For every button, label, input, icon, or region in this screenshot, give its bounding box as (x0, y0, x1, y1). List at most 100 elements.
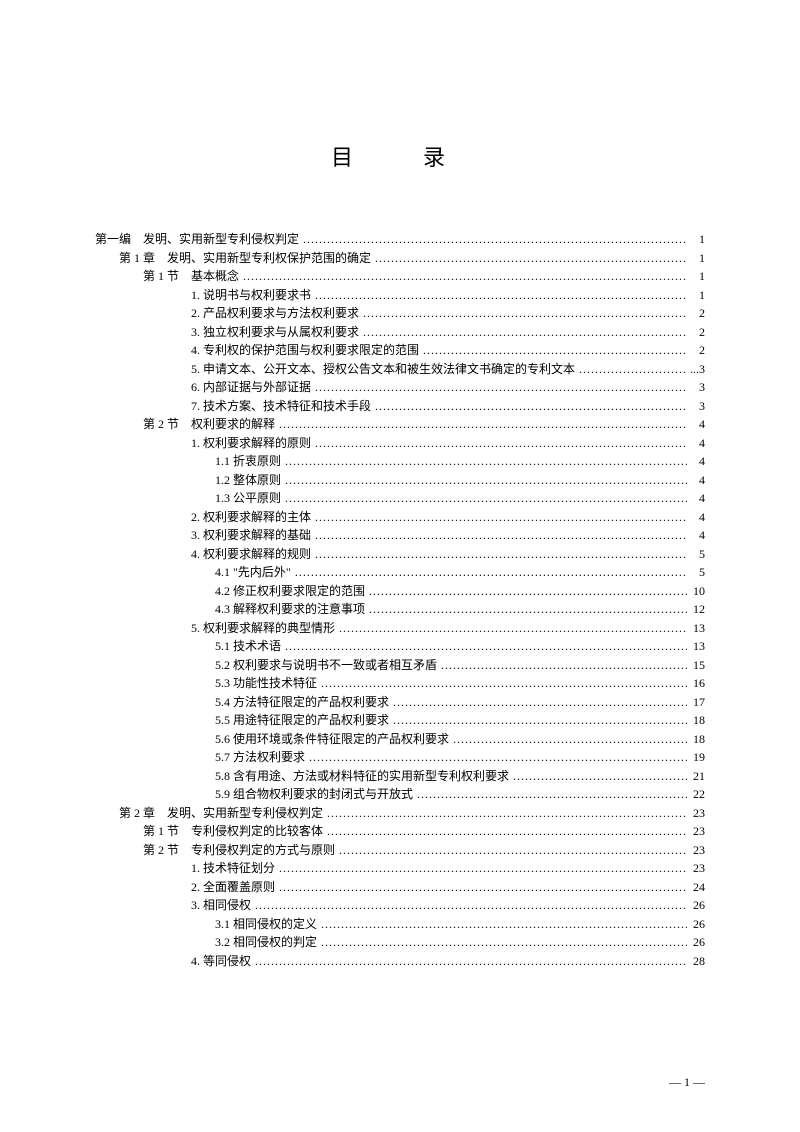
toc-leader-dots (275, 878, 687, 897)
toc-leader-dots (317, 915, 687, 934)
toc-entry-label: 6. 内部证据与外部证据 (191, 378, 311, 397)
toc-entry: 1.1 折衷原则4 (95, 452, 705, 471)
toc-entry-page: ...3 (687, 360, 705, 379)
toc-entry-label: 3.2 相同侵权的判定 (215, 933, 317, 952)
toc-entry: 6. 内部证据与外部证据3 (95, 378, 705, 397)
toc-entry: 5.7 方法权利要求19 (95, 748, 705, 767)
toc-leader-dots (365, 582, 687, 601)
toc-leader-dots (251, 896, 687, 915)
toc-entry: 4. 专利权的保护范围与权利要求限定的范围2 (95, 341, 705, 360)
toc-entry: 5.9 组合物权利要求的封闭式与开放式22 (95, 785, 705, 804)
toc-leader-dots (299, 230, 687, 249)
toc-entry: 3. 独立权利要求与从属权利要求2 (95, 323, 705, 342)
toc-entry: 5.8 含有用途、方法或材料特征的实用新型专利权利要求21 (95, 767, 705, 786)
document-title: 目 录 (95, 140, 705, 172)
toc-entry-page: 10 (687, 582, 705, 601)
toc-entry: 第 1 节 专利侵权判定的比较客体23 (95, 822, 705, 841)
toc-entry-page: 18 (687, 711, 705, 730)
toc-entry: 3. 相同侵权 26 (95, 896, 705, 915)
toc-leader-dots (413, 785, 687, 804)
toc-entry-label: 第一编 发明、实用新型专利侵权判定 (95, 230, 299, 249)
toc-entry-label: 1. 权利要求解释的原则 (191, 434, 311, 453)
toc-entry-label: 4.2 修正权利要求限定的范围 (215, 582, 365, 601)
toc-leader-dots (311, 378, 687, 397)
table-of-contents: 第一编 发明、实用新型专利侵权判定1第 1 章 发明、实用新型专利权保护范围的确… (95, 230, 705, 970)
toc-entry: 5.2 权利要求与说明书不一致或者相互矛盾15 (95, 656, 705, 675)
toc-entry-label: 4. 权利要求解释的规则 (191, 545, 311, 564)
toc-entry-label: 第 1 节 基本概念 (143, 267, 239, 286)
toc-entry-label: 4.1 "先内后外" (215, 563, 291, 582)
toc-entry-label: 5.3 功能性技术特征 (215, 674, 317, 693)
toc-entry-label: 1. 技术特征划分 (191, 859, 275, 878)
toc-leader-dots (281, 489, 687, 508)
toc-leader-dots (311, 508, 687, 527)
toc-entry-page: 24 (687, 878, 705, 897)
toc-leader-dots (291, 563, 687, 582)
toc-entry: 3. 权利要求解释的基础4 (95, 526, 705, 545)
toc-entry-page: 4 (687, 415, 705, 434)
toc-entry-label: 4. 专利权的保护范围与权利要求限定的范围 (191, 341, 419, 360)
toc-entry-label: 3. 相同侵权 (191, 896, 251, 915)
toc-leader-dots (437, 656, 687, 675)
toc-entry: 第 2 章 发明、实用新型专利侵权判定 23 (95, 804, 705, 823)
toc-entry: 1. 说明书与权利要求书1 (95, 286, 705, 305)
page-container: 目 录 第一编 发明、实用新型专利侵权判定1第 1 章 发明、实用新型专利权保护… (0, 0, 800, 1030)
toc-entry-page: 3 (687, 397, 705, 416)
toc-entry-page: 26 (687, 896, 705, 915)
toc-entry: 4. 等同侵权28 (95, 952, 705, 971)
toc-entry-page: 26 (687, 933, 705, 952)
toc-leader-dots (365, 600, 687, 619)
toc-entry-label: 7. 技术方案、技术特征和技术手段 (191, 397, 371, 416)
toc-entry-label: 第 2 章 发明、实用新型专利侵权判定 (119, 804, 323, 823)
toc-entry-label: 5.8 含有用途、方法或材料特征的实用新型专利权利要求 (215, 767, 509, 786)
toc-entry-label: 第 1 章 发明、实用新型专利权保护范围的确定 (119, 249, 371, 268)
toc-entry-page: 1 (687, 267, 705, 286)
toc-leader-dots (311, 286, 687, 305)
page-footer: — 1 — (669, 1075, 705, 1090)
toc-entry: 4.3 解释权利要求的注意事项 12 (95, 600, 705, 619)
toc-leader-dots (509, 767, 687, 786)
toc-leader-dots (281, 637, 687, 656)
toc-entry-label: 第 2 节 权利要求的解释 (143, 415, 275, 434)
toc-entry: 第 1 章 发明、实用新型专利权保护范围的确定1 (95, 249, 705, 268)
toc-entry: 3.1 相同侵权的定义26 (95, 915, 705, 934)
toc-entry-page: 4 (687, 434, 705, 453)
toc-entry-label: 5.7 方法权利要求 (215, 748, 305, 767)
toc-leader-dots (305, 748, 687, 767)
toc-entry-label: 5. 申请文本、公开文本、授权公告文本和被生效法律文书确定的专利文本 (191, 360, 575, 379)
toc-leader-dots (449, 730, 687, 749)
toc-entry-page: 2 (687, 304, 705, 323)
toc-entry-label: 1.2 整体原则 (215, 471, 281, 490)
toc-leader-dots (251, 952, 687, 971)
toc-entry: 第 2 节 专利侵权判定的方式与原则23 (95, 841, 705, 860)
toc-entry-label: 第 1 节 专利侵权判定的比较客体 (143, 822, 323, 841)
toc-leader-dots (317, 933, 687, 952)
toc-leader-dots (323, 804, 687, 823)
toc-entry-page: 4 (687, 526, 705, 545)
toc-entry-page: 23 (687, 804, 705, 823)
toc-entry: 5.3 功能性技术特征16 (95, 674, 705, 693)
toc-leader-dots (239, 267, 687, 286)
toc-entry: 1.2 整体原则 4 (95, 471, 705, 490)
toc-entry-label: 3.1 相同侵权的定义 (215, 915, 317, 934)
toc-entry-label: 1.3 公平原则 (215, 489, 281, 508)
toc-entry-label: 4.3 解释权利要求的注意事项 (215, 600, 365, 619)
toc-entry-label: 5. 权利要求解释的典型情形 (191, 619, 335, 638)
toc-leader-dots (575, 360, 687, 379)
toc-entry-page: 2 (687, 323, 705, 342)
toc-entry: 4.1 "先内后外" 5 (95, 563, 705, 582)
toc-leader-dots (419, 341, 687, 360)
toc-entry-page: 4 (687, 471, 705, 490)
toc-entry-page: 1 (687, 230, 705, 249)
toc-leader-dots (311, 434, 687, 453)
toc-entry-page: 5 (687, 545, 705, 564)
toc-entry-page: 12 (687, 600, 705, 619)
toc-entry: 7. 技术方案、技术特征和技术手段 3 (95, 397, 705, 416)
toc-leader-dots (335, 841, 687, 860)
toc-leader-dots (317, 674, 687, 693)
toc-entry: 4. 权利要求解释的规则 5 (95, 545, 705, 564)
toc-entry-label: 5.6 使用环境或条件特征限定的产品权利要求 (215, 730, 449, 749)
toc-entry: 2. 产品权利要求与方法权利要求2 (95, 304, 705, 323)
toc-entry-page: 5 (687, 563, 705, 582)
toc-entry-page: 22 (687, 785, 705, 804)
